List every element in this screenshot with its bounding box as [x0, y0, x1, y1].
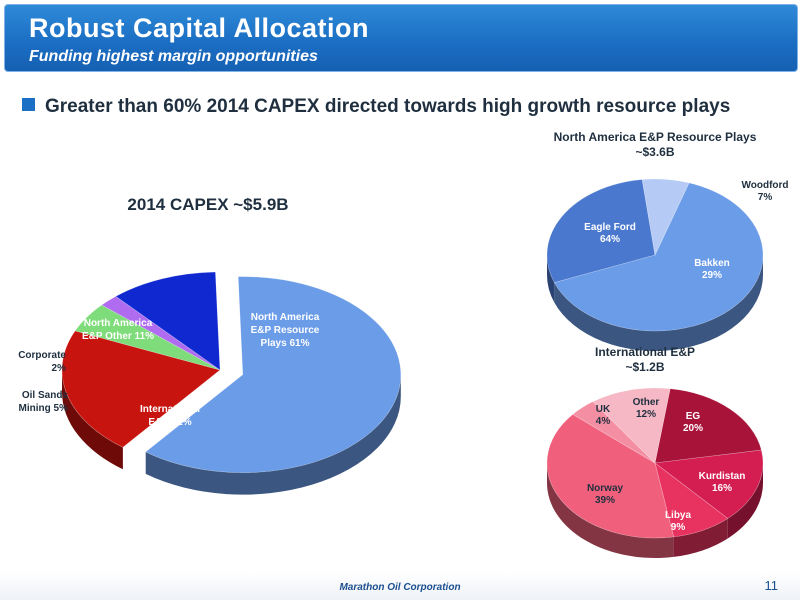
- pie-slice-1-0: [553, 182, 764, 332]
- chart-subtitle-2: ~$1.2B: [625, 360, 664, 374]
- pie-slice-2-4: [572, 401, 656, 464]
- pie-slice-2-2: [654, 462, 729, 538]
- pie-side-1-1: [547, 255, 555, 303]
- slice-label-2-4: UK 4%: [596, 404, 611, 427]
- pie-slice-0-1: [61, 330, 221, 448]
- pie-side-2-3: [547, 463, 674, 558]
- pie-chart-2: EG 20% Kurdistan 16% Libya 9% Norway 39% UK 4% Oth…: [546, 345, 764, 558]
- pie-side-1-0: [554, 255, 763, 351]
- pie-side-2-2: [673, 518, 728, 557]
- pie-slice-2-1: [654, 449, 764, 519]
- slice-label-1-1: Bakken 29%: [694, 258, 730, 281]
- pie-slice-1-1: [546, 179, 656, 283]
- bullet-square-icon: [22, 98, 35, 111]
- footer: Marathon Oil Corporation 11: [0, 572, 800, 600]
- pie-slice-2-5: [592, 387, 671, 464]
- slice-label-0-2: Oil Sands Mining 5%: [19, 390, 69, 414]
- slice-label-0-4: North America E&P Other 11%: [82, 318, 154, 342]
- pie-side-2-1: [727, 463, 763, 539]
- slice-label-2-2: Libya 9%: [665, 510, 692, 533]
- pie-slice-0-4: [115, 271, 221, 371]
- slice-label-1-0: Eagle Ford 64%: [584, 222, 636, 245]
- slice-label-2-0: EG 20%: [683, 411, 703, 434]
- slice-label-2-3: Norway 39%: [587, 483, 624, 506]
- bullet-text: Greater than 60% 2014 CAPEX directed tow…: [45, 96, 731, 117]
- page-subtitle: Funding highest margin opportunities: [29, 48, 318, 65]
- slice-label-1-2: Woodford 7%: [741, 180, 788, 203]
- pie-chart-1: Eagle Ford 64% Bakken 29% Woodford 7% North Am…: [546, 130, 789, 351]
- pie-slice-0-2: [74, 304, 221, 371]
- chart-subtitle-1: ~$3.6B: [635, 145, 674, 159]
- footer-company: Marathon Oil Corporation: [339, 582, 461, 593]
- pie-side-0-1: [61, 370, 123, 470]
- chart-title-1: North America E&P Resource Plays: [554, 130, 757, 144]
- slice-label-2-5: Other 12%: [633, 397, 660, 420]
- chart-title-2: International E&P: [595, 345, 695, 359]
- chart-title-0: 2014 CAPEX ~$5.9B: [127, 195, 288, 214]
- slice-label-0-1: International E&P 21%: [140, 404, 200, 428]
- slice-label-2-1: Kurdistan 16%: [699, 471, 746, 494]
- slice-label-0-0: North America E&P Resource Plays 61%: [251, 312, 320, 349]
- page-number: 11: [764, 578, 779, 593]
- page-title: Robust Capital Allocation: [29, 13, 370, 43]
- pie-side-0-0: [145, 374, 401, 495]
- pie-slice-2-0: [654, 388, 762, 464]
- slice-label-0-3: Corporate 2%: [18, 350, 66, 374]
- pie-slice-0-0: [145, 276, 402, 473]
- bullet-point: Greater than 60% 2014 CAPEX directed tow…: [22, 96, 730, 118]
- pie-slice-1-2: [641, 178, 690, 256]
- pie-slice-2-3: [546, 413, 675, 539]
- pie-slice-0-3: [101, 295, 221, 371]
- pie-chart-0: North America E&P Resource Plays 61% Intern…: [18, 195, 402, 495]
- title-banner: Robust Capital Allocation Funding highes…: [4, 4, 798, 72]
